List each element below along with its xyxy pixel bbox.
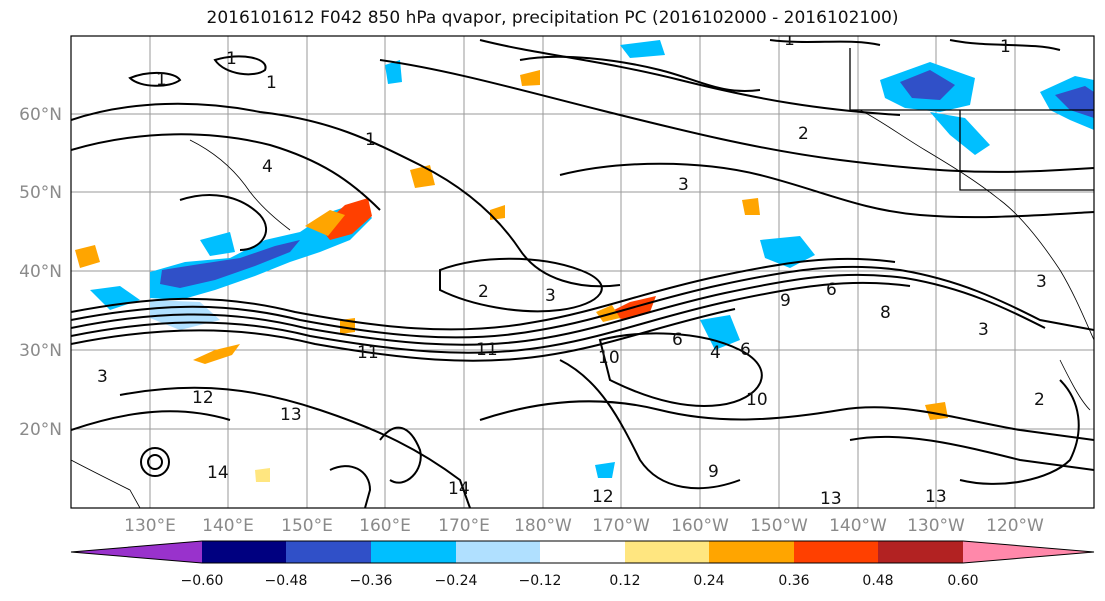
lon-label: 180°W — [514, 516, 572, 536]
coastlines — [71, 109, 1094, 508]
lon-label: 150°W — [750, 516, 808, 536]
contour-label: 9 — [708, 462, 719, 482]
colorbar-tick: −0.36 — [350, 573, 393, 589]
contour-label: 1 — [784, 30, 795, 50]
colorbar-segment — [709, 541, 794, 563]
lon-label: 140°W — [829, 516, 887, 536]
lon-label: 120°W — [986, 516, 1044, 536]
colorbar-tick: −0.12 — [519, 573, 562, 589]
colorbar-segment — [963, 541, 1094, 563]
colorbar-tick: −0.48 — [265, 573, 308, 589]
contour-label: 2 — [798, 124, 809, 144]
lon-label: 160°W — [671, 516, 729, 536]
colorbar-segment — [71, 541, 202, 563]
contour-label: 8 — [880, 303, 891, 323]
contour-label: 4 — [710, 343, 721, 363]
colorbar-segment — [794, 541, 878, 563]
colorbar-segment — [202, 541, 286, 563]
lat-label: 40°N — [19, 262, 62, 282]
colorbar-segment — [371, 541, 456, 563]
contour-label: 2 — [1034, 390, 1045, 410]
contour-label: 14 — [207, 463, 229, 483]
colorbar-segment — [540, 541, 625, 563]
contour-label: 13 — [820, 489, 842, 509]
contour-label: 2 — [478, 282, 489, 302]
contour-label: 9 — [780, 291, 791, 311]
lat-label: 20°N — [19, 420, 62, 440]
colorbar — [70, 540, 1095, 564]
colorbar-tick: 0.48 — [862, 573, 893, 589]
lat-label: 60°N — [19, 105, 62, 125]
contour-label: 1 — [226, 49, 237, 69]
contour-label: 4 — [262, 157, 273, 177]
contour-label: 6 — [740, 340, 751, 360]
contour-label: 1 — [266, 73, 277, 93]
colorbar-ticks: −0.60 −0.48 −0.36 −0.24 −0.12 0.12 0.24 … — [181, 573, 979, 589]
contour-label: 1 — [156, 70, 167, 90]
lat-label: 50°N — [19, 183, 62, 203]
colorbar-segment — [286, 541, 371, 563]
contour-label: 3 — [978, 320, 989, 340]
qvapor-contours — [71, 39, 1094, 508]
contour-label: 14 — [448, 479, 470, 499]
colorbar-outline — [70, 540, 1095, 564]
lon-label: 140°E — [202, 516, 254, 536]
colorbar-tick: −0.24 — [435, 573, 478, 589]
colorbar-tick: 0.12 — [609, 573, 640, 589]
colorbar-segment — [625, 541, 709, 563]
colorbar-tick: 0.36 — [778, 573, 809, 589]
colorbar-segment — [456, 541, 540, 563]
lon-label: 170°W — [592, 516, 650, 536]
contour-label: 6 — [826, 280, 837, 300]
contour-label: 6 — [672, 330, 683, 350]
contour-label: 1 — [1000, 37, 1011, 57]
colorbar-tick: −0.60 — [181, 573, 224, 589]
lon-label: 150°E — [281, 516, 333, 536]
plot-title: 2016101612 F042 850 hPa qvapor, precipit… — [206, 8, 899, 28]
contour-label-layer: 1 1 1 1 1 1 2 3 4 3 2 3 6 8 9 6 4 6 10 1… — [97, 30, 1047, 509]
contour-label: 3 — [97, 367, 108, 387]
contour-label: 11 — [476, 340, 498, 360]
colorbar-tick: 0.24 — [693, 573, 724, 589]
map-content: 1 1 1 1 1 1 2 3 4 3 2 3 6 8 9 6 4 6 10 1… — [71, 30, 1094, 509]
contour-label: 12 — [192, 388, 214, 408]
contour-label: 3 — [678, 175, 689, 195]
lat-label: 30°N — [19, 341, 62, 361]
lon-label: 130°W — [907, 516, 965, 536]
lon-label: 170°E — [438, 516, 490, 536]
colorbar-segment — [878, 541, 963, 563]
colorbar-tick: 0.60 — [947, 573, 978, 589]
contour-label: 12 — [592, 487, 614, 507]
contour-label: 3 — [1036, 272, 1047, 292]
contour-label: 13 — [280, 405, 302, 425]
lon-label: 130°E — [124, 516, 176, 536]
map-border — [70, 35, 1095, 509]
contour-label: 11 — [357, 343, 379, 363]
contour-label: 3 — [545, 286, 556, 306]
lon-axis: 130°E 140°E 150°E 160°E 170°E 180°W 170°… — [124, 516, 1044, 536]
contour-label: 10 — [746, 390, 768, 410]
lon-label: 160°E — [359, 516, 411, 536]
contour-label: 1 — [365, 130, 376, 150]
contour-label: 13 — [925, 487, 947, 507]
lat-axis: 60°N 50°N 40°N 30°N 20°N — [19, 105, 62, 440]
contour-label: 10 — [598, 348, 620, 368]
